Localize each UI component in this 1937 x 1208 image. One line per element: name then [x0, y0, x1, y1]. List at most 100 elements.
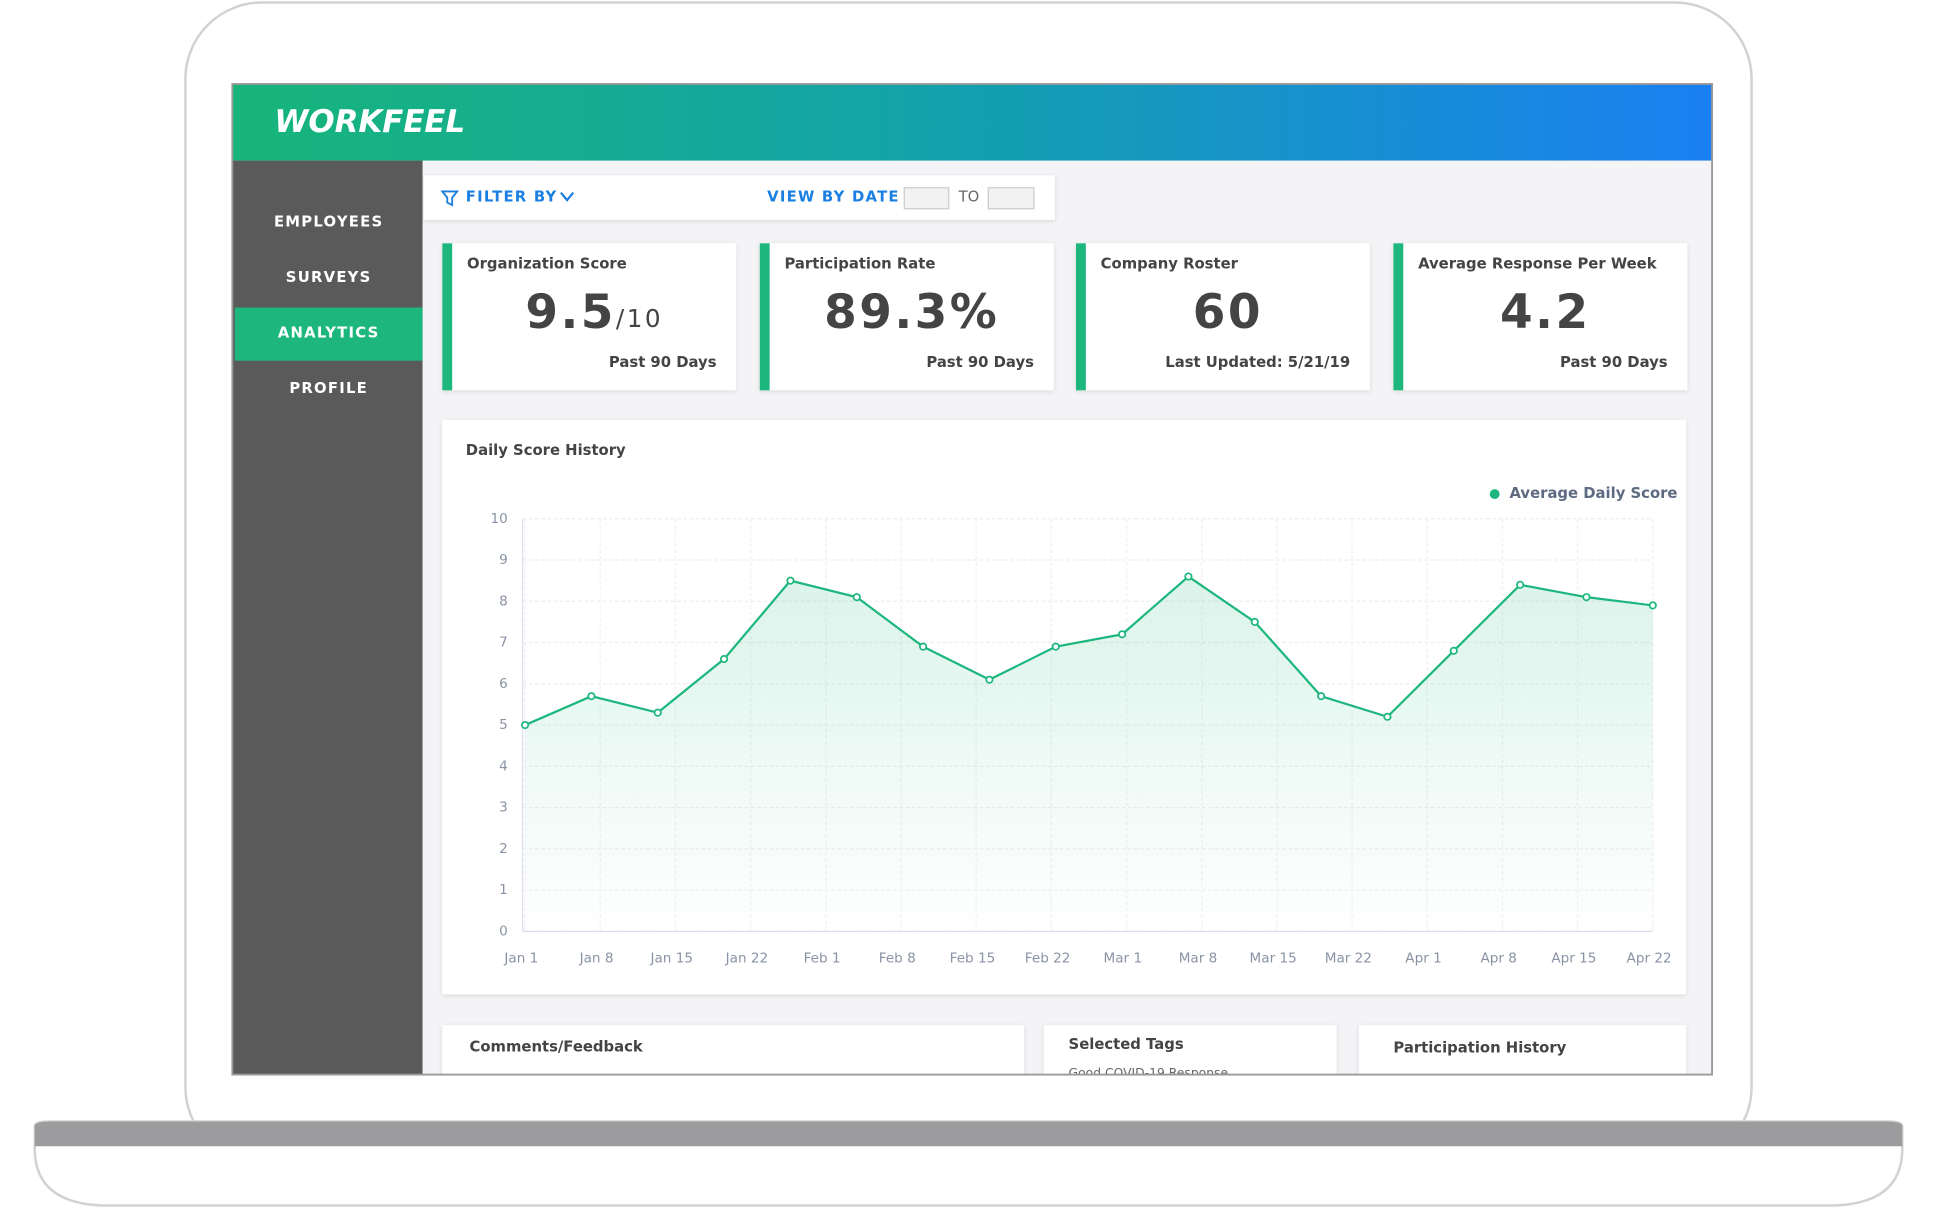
line [524, 575, 1653, 727]
y-tick-label: 5 [499, 717, 508, 733]
y-tick-label: 0 [499, 923, 508, 939]
date-to[interactable] [987, 187, 1035, 210]
card [442, 243, 737, 391]
x-tick-label: Jan 22 [725, 950, 769, 966]
y-tick-label: 2 [499, 841, 508, 857]
screen: WORKFEEL EMPLOYEES SURVEYS ANALYTICS PROFIL… [232, 83, 1713, 1080]
card [1393, 243, 1688, 391]
y-tick-label: 10 [490, 511, 507, 527]
card-accent [1075, 243, 1086, 391]
card-value: 89.3% [824, 284, 999, 339]
legend-label: Average Daily Score [1510, 485, 1678, 502]
x-tick-label: Feb 15 [950, 950, 996, 966]
nav-item[interactable]: EMPLOYEES [274, 213, 383, 230]
y-tick-label: 4 [499, 758, 508, 774]
card-note: Past 90 Days [609, 354, 717, 371]
point [786, 576, 795, 585]
point [985, 675, 994, 684]
point [520, 720, 530, 730]
area [525, 576, 1653, 932]
point [1250, 617, 1259, 626]
card-accent [759, 243, 770, 391]
logo: WORKFEEL [274, 104, 465, 140]
card-suffix: /10 [616, 304, 663, 333]
point [1317, 692, 1326, 701]
x-tick-label: Mar 1 [1104, 950, 1143, 966]
legend-dot [1489, 489, 1500, 500]
point [1051, 642, 1060, 651]
y-tick-label: 6 [499, 676, 508, 692]
point [852, 593, 861, 602]
card-value: 60 [1193, 284, 1263, 339]
date-from[interactable] [903, 187, 950, 210]
point [1516, 580, 1525, 589]
point [919, 642, 928, 651]
x-tick-label: Mar 8 [1179, 950, 1218, 966]
point [1582, 593, 1591, 602]
x-tick-label: Jan 1 [503, 950, 538, 966]
card-note: Last Updated: 5/21/19 [1165, 354, 1350, 371]
card-accent [442, 243, 453, 391]
sidebar [232, 160, 423, 1075]
card-value: 4.2 [1500, 284, 1591, 339]
y-tick-label: 8 [499, 593, 508, 609]
nav-item[interactable]: SURVEYS [286, 269, 372, 286]
card-title: Participation Rate [784, 255, 935, 272]
chevron[interactable] [560, 191, 575, 202]
card-title: Company Roster [1101, 255, 1239, 272]
nav-item[interactable]: ANALYTICS [278, 324, 380, 341]
card-accent [1393, 243, 1404, 391]
panel-title: Selected Tags [1069, 1036, 1184, 1053]
point [720, 654, 729, 664]
card-number: 4.2 [1500, 284, 1591, 339]
x-tick-label: Mar 22 [1325, 950, 1372, 966]
point [1449, 646, 1458, 655]
card-number: 9.5 [525, 284, 616, 339]
to-label: TO [958, 189, 980, 206]
card-note: Past 90 Days [1560, 354, 1668, 371]
x-tick-label: Apr 22 [1627, 950, 1672, 966]
panel [1358, 1025, 1687, 1075]
point [1648, 601, 1657, 610]
header [232, 83, 1713, 161]
panel-item: Good COVID-19 Response [1069, 1066, 1229, 1080]
point [1383, 712, 1392, 721]
x-tick-label: Jan 15 [649, 950, 693, 966]
panel [442, 1025, 1025, 1075]
panel [1043, 1025, 1337, 1075]
chart-title: Daily Score History [466, 442, 626, 459]
card [759, 243, 1054, 391]
panel-title: Participation History [1393, 1040, 1566, 1057]
card-value: 9.5/10 [525, 284, 663, 339]
y-tick-label: 3 [499, 800, 508, 816]
x-tick-label: Mar 15 [1250, 950, 1297, 966]
card [1075, 243, 1370, 391]
view-by-date: VIEW BY DATE [767, 189, 900, 206]
point [587, 692, 596, 701]
x-tick-label: Feb 8 [879, 950, 916, 966]
laptop-hinge [34, 1121, 1903, 1147]
x-tick-label: Apr 15 [1551, 950, 1596, 966]
card-title: Organization Score [467, 255, 627, 272]
y-tick-label: 1 [499, 882, 508, 898]
point [1184, 572, 1193, 581]
y-tick-label: 9 [499, 552, 508, 568]
filter-icon [440, 190, 460, 207]
x-tick-label: Feb 22 [1025, 950, 1071, 966]
x-tick-label: Jan 8 [579, 950, 614, 966]
y-tick-label: 7 [499, 635, 508, 651]
screen-border [231, 83, 1714, 1076]
x-tick-label: Feb 1 [804, 950, 841, 966]
nav-active [234, 307, 423, 361]
card-title: Average Response Per Week [1418, 255, 1658, 272]
nav-item[interactable]: PROFILE [289, 380, 368, 397]
point [1118, 630, 1127, 639]
filter-by[interactable]: FILTER BY [466, 189, 558, 206]
card-number: 60 [1193, 284, 1263, 339]
filter-bar [423, 175, 1055, 220]
card-number: 89.3% [824, 284, 999, 339]
panel-title: Comments/Feedback [469, 1038, 643, 1055]
x-tick-label: Apr 8 [1480, 950, 1516, 966]
